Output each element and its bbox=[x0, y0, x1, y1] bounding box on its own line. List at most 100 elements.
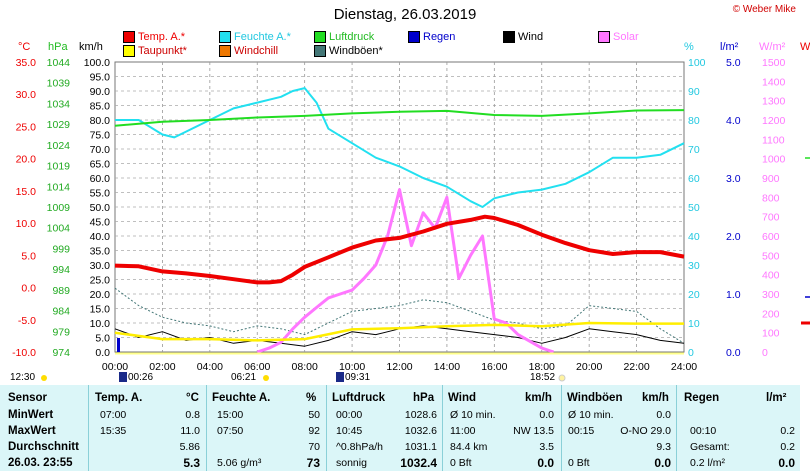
temp-label-r0: 07:00 bbox=[100, 409, 127, 421]
legend-humidity: Feuchte A.* bbox=[219, 31, 291, 43]
rain-tick: 2.0 bbox=[726, 231, 741, 243]
temperature-line bbox=[114, 214, 685, 285]
moonset-label: 09:31 bbox=[345, 372, 371, 383]
solar-tick: 500 bbox=[762, 250, 780, 262]
humidity-tick: 0 bbox=[688, 347, 694, 359]
wind-label-r1: 11:00 bbox=[450, 425, 476, 437]
gust-label-r3: 0 Bft bbox=[568, 457, 590, 469]
press-value-r3: 1032.4 bbox=[400, 456, 437, 470]
humidity-tick: 30 bbox=[688, 260, 700, 272]
pressure-axis-unit: hPa bbox=[48, 41, 68, 53]
temp-value-r0: 0.8 bbox=[185, 409, 200, 421]
rain-value-r1: 0.2 bbox=[780, 425, 795, 437]
pressure-tick: 989 bbox=[52, 285, 70, 297]
rain-tick: 0.0 bbox=[726, 347, 741, 359]
moon-icon bbox=[336, 372, 344, 382]
solar-tick: 1400 bbox=[762, 76, 786, 88]
wind-tick: 40.0 bbox=[90, 231, 111, 243]
pressure-tick: 999 bbox=[52, 243, 70, 255]
header-humidity: Feuchte A. bbox=[212, 392, 271, 404]
header-sensor: Sensor bbox=[8, 392, 47, 404]
solar-line bbox=[256, 188, 555, 354]
humidity-tick: 90 bbox=[688, 86, 700, 98]
x-tick: 22:00 bbox=[623, 361, 649, 373]
solar-tick: 700 bbox=[762, 212, 780, 224]
solar-tick: 400 bbox=[762, 270, 780, 282]
header-humidity-unit: % bbox=[306, 392, 317, 404]
x-tick: 24:00 bbox=[671, 361, 697, 373]
humidity-tick: 20 bbox=[688, 289, 700, 301]
pressure-tick: 984 bbox=[52, 306, 70, 318]
solar-tick: 1100 bbox=[762, 134, 785, 146]
solar-tick: 1200 bbox=[762, 115, 786, 127]
rain-tick: 3.0 bbox=[726, 173, 741, 185]
legend-rain: Regen bbox=[408, 31, 455, 43]
solar-tick: 1000 bbox=[762, 154, 786, 166]
wind-tick: 55.0 bbox=[90, 188, 111, 200]
moonrise-label: 00:26 bbox=[128, 372, 154, 383]
header-pressure: Luftdruck bbox=[332, 392, 386, 404]
rain-bar bbox=[117, 338, 120, 352]
wind-tick: 95.0 bbox=[90, 72, 111, 84]
pressure-tick: 1004 bbox=[47, 223, 71, 235]
hum-label-r1: 07:50 bbox=[217, 425, 244, 437]
temp-tick: 5.0 bbox=[21, 250, 36, 262]
x-tick: 14:00 bbox=[434, 361, 460, 373]
solar-tick: 800 bbox=[762, 192, 780, 204]
humidity-tick: 80 bbox=[688, 115, 700, 127]
wind-tick: 70.0 bbox=[90, 144, 111, 156]
moon-icon bbox=[119, 372, 127, 382]
temp-tick: 10.0 bbox=[16, 218, 37, 230]
x-tick: 16:00 bbox=[481, 361, 507, 373]
header-temp-unit: °C bbox=[186, 392, 199, 404]
rain-tick: 5.0 bbox=[726, 57, 741, 69]
humidity-tick: 40 bbox=[688, 231, 700, 243]
pressure-tick: 1014 bbox=[47, 181, 71, 193]
wind-tick: 30.0 bbox=[90, 260, 111, 272]
rain-value-r2: 0.2 bbox=[780, 441, 795, 453]
pressure-tick: 1009 bbox=[47, 202, 71, 214]
header-gust: Windböen bbox=[567, 392, 623, 404]
legend-temp: Temp. A.* bbox=[123, 31, 185, 43]
header-pressure-unit: hPa bbox=[413, 392, 435, 404]
wind-value-r3: 0.0 bbox=[537, 456, 554, 470]
solar-tick: 200 bbox=[762, 308, 780, 320]
temp-tick: 15.0 bbox=[16, 186, 37, 198]
temp-tick: 30.0 bbox=[16, 89, 37, 101]
pressure-tick: 1034 bbox=[47, 98, 71, 110]
temp-label-r1: 15:35 bbox=[100, 425, 127, 437]
x-tick: 02:00 bbox=[149, 361, 175, 373]
x-tick: 08:00 bbox=[292, 361, 318, 373]
wind-tick: 25.0 bbox=[90, 275, 111, 287]
press-label-r1: 10:45 bbox=[336, 425, 363, 437]
header-rain-unit: l/m² bbox=[766, 392, 787, 404]
temp-tick: -10.0 bbox=[12, 347, 36, 359]
legend-gust: Windböen* bbox=[314, 45, 383, 57]
solar-tick: 300 bbox=[762, 289, 780, 301]
sunrise-label: 06:21 bbox=[231, 372, 257, 383]
x-tick: 20:00 bbox=[576, 361, 602, 373]
humidity-tick: 10 bbox=[688, 318, 700, 330]
hum-value-r2: 70 bbox=[308, 441, 320, 453]
row-label-min: MinWert bbox=[8, 409, 54, 421]
solar-tick: 100 bbox=[762, 328, 780, 340]
wind-tick: 50.0 bbox=[90, 202, 111, 214]
wind-tick: 100.0 bbox=[84, 57, 110, 69]
hum-label-r3: 5.06 g/m³ bbox=[217, 457, 262, 469]
wind-tick: 20.0 bbox=[90, 289, 111, 301]
x-tick: 12:00 bbox=[386, 361, 412, 373]
gust-value-r0: 0.0 bbox=[656, 409, 671, 421]
solar-tick: 0 bbox=[762, 347, 768, 359]
humidity-tick: 100 bbox=[688, 57, 706, 69]
wind-tick: 85.0 bbox=[90, 101, 111, 113]
header-temp: Temp. A. bbox=[95, 392, 143, 404]
wind-tick: 65.0 bbox=[90, 159, 111, 171]
hum-value-r3: 73 bbox=[306, 456, 320, 470]
wind-axis-unit: km/h bbox=[79, 41, 103, 53]
wind-label-r3: 0 Bft bbox=[450, 457, 472, 469]
rain-tick: 1.0 bbox=[726, 289, 741, 301]
weather-chart: 35.0 30.0 25.0 20.0 15.0 10.0 5.0 0.0 -5.0 -10.0 1… bbox=[12, 57, 810, 382]
temp-axis-unit: °C bbox=[18, 41, 31, 53]
wind-tick: 75.0 bbox=[90, 130, 111, 142]
rain-axis-unit: l/m² bbox=[720, 41, 739, 53]
